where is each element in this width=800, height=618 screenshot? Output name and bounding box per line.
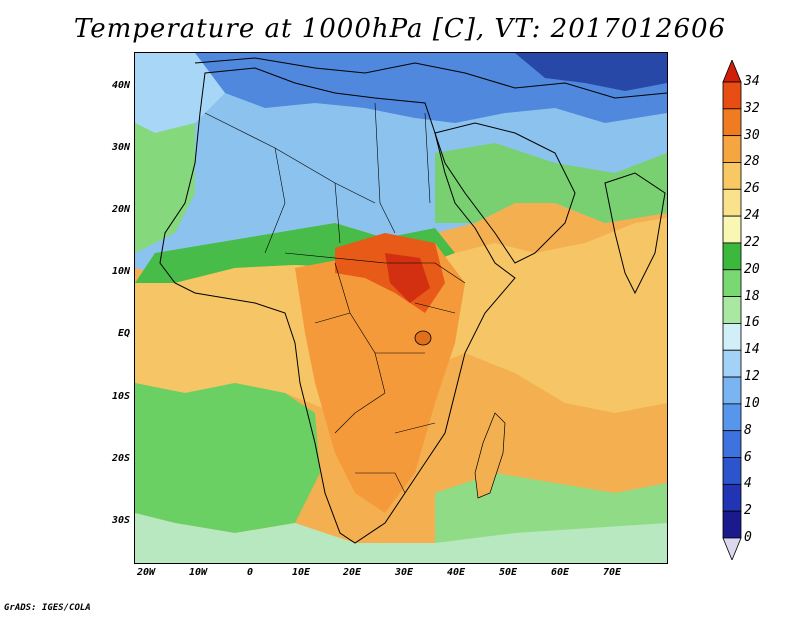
lon-label-50e: 50E: [498, 567, 518, 578]
colorbar-tick-label: 32: [744, 100, 760, 116]
colorbar: [722, 60, 742, 560]
map-canvas: [135, 53, 667, 563]
colorbar-tick-label: 18: [744, 288, 760, 304]
colorbar-box: [722, 430, 742, 458]
colorbar-box: [722, 188, 742, 217]
colorbar-tick-label: 26: [744, 181, 760, 197]
colorbar-tick-label: 28: [744, 154, 760, 170]
colorbar-tick-label: 4: [744, 476, 752, 492]
lat-label-40n: 40N: [111, 80, 130, 91]
lat-label-eq: EQ: [117, 328, 130, 339]
colorbar-tick-label: 34: [744, 74, 760, 89]
colorbar-box: [722, 108, 742, 137]
colorbar-tick-label: 6: [744, 449, 752, 465]
colorbar-tick-label: 30: [744, 127, 760, 143]
lon-label-60e: 60E: [550, 567, 570, 578]
colorbar-bottom-arrow: [722, 537, 742, 560]
cool-zone-south-atlantic: [135, 383, 320, 533]
lon-label-10e: 10E: [291, 567, 311, 578]
colorbar-box: [722, 242, 742, 271]
cool-zone-south-edge: [135, 513, 667, 563]
colorbar-tick-label: 0: [744, 530, 752, 545]
colorbar-box: [722, 215, 742, 244]
colorbar-tick-label: 24: [744, 208, 760, 224]
lat-label-10n: 10N: [111, 266, 130, 277]
lon-label-70e: 70E: [602, 567, 622, 578]
lat-label-30s: 30S: [111, 515, 130, 526]
africa-outline: [159, 67, 516, 544]
colorbar-box: [722, 510, 742, 539]
lat-label-20n: 20N: [111, 204, 130, 215]
lat-label-30n: 30N: [111, 142, 130, 153]
colorbar-tick-label: 16: [744, 315, 760, 331]
colorbar-tick-label: 20: [744, 261, 760, 277]
colorbar-tick-label: 22: [744, 234, 760, 250]
lon-label-0: 0: [246, 567, 254, 578]
credit-text: GrADS: IGES/COLA: [4, 603, 91, 613]
colorbar-tick-label: 14: [744, 342, 760, 358]
lat-label-20s: 20S: [111, 453, 130, 464]
colorbar-box: [722, 403, 742, 432]
lon-label-30e: 30E: [394, 567, 414, 578]
colorbar-box: [722, 349, 742, 378]
lon-label-20e: 20E: [342, 567, 362, 578]
plot-title: Temperature at 1000hPa [C], VT: 20170126…: [73, 14, 727, 44]
colorbar-tick-label: 2: [744, 503, 752, 519]
colorbar-tick-label: 8: [744, 422, 752, 438]
colorbar-box: [722, 323, 742, 351]
hottest-core: [385, 253, 430, 303]
colorbar-box: [722, 296, 742, 324]
green-zone-sahara-west: [135, 123, 195, 253]
colorbar-box: [722, 162, 742, 190]
colorbar-tick-label: 12: [744, 369, 760, 385]
colorbar-box: [722, 269, 742, 297]
lat-label-10s: 10S: [111, 391, 130, 402]
colorbar-box: [722, 376, 742, 405]
colorbar-top-arrow: [722, 60, 742, 83]
colorbar-box: [722, 483, 742, 512]
colorbar-tick-label: 10: [744, 395, 760, 411]
madagascar: [474, 412, 506, 499]
europe-outline: [194, 57, 667, 99]
country-borders: [204, 102, 466, 494]
lon-label-20w: 20W: [136, 567, 156, 578]
temperature-map: [134, 52, 668, 564]
colorbar-box: [722, 135, 742, 163]
cool-mediterranean: [135, 53, 225, 133]
cold-zone-core: [515, 53, 667, 91]
india-outline: [604, 172, 666, 295]
lake-victoria: [414, 330, 432, 346]
lon-label-40e: 40E: [446, 567, 466, 578]
colorbar-box: [722, 457, 742, 485]
colorbar-box: [722, 81, 742, 110]
lon-label-10w: 10W: [188, 567, 208, 578]
arabia-outline: [434, 122, 576, 264]
